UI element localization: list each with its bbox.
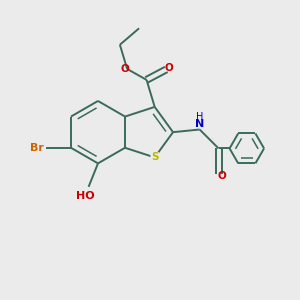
- Text: S: S: [151, 152, 158, 162]
- Text: HO: HO: [76, 191, 95, 201]
- Text: H: H: [196, 112, 203, 122]
- Text: N: N: [195, 118, 204, 129]
- Text: Br: Br: [30, 143, 44, 153]
- Text: O: O: [217, 171, 226, 181]
- Text: O: O: [120, 64, 129, 74]
- Text: O: O: [164, 63, 173, 73]
